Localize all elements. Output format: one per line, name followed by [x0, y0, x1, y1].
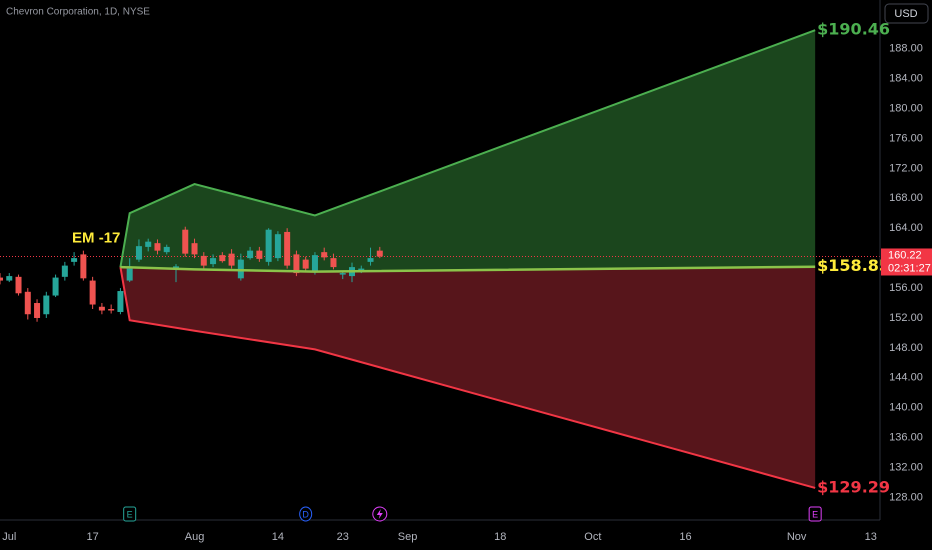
middle-line: [120, 265, 816, 273]
candle-body: [61, 265, 68, 277]
candle-body: [219, 255, 226, 262]
x-tick-label: 13: [865, 531, 877, 543]
candle-body: [173, 266, 179, 269]
candle-body: [98, 306, 105, 311]
candle-body: [34, 303, 41, 318]
candle-body: [117, 291, 124, 312]
candle-body: [367, 258, 374, 262]
candle-body: [339, 273, 346, 275]
band-fill-lower: [120, 266, 816, 488]
y-tick-label: 152.00: [889, 312, 923, 324]
currency-label[interactable]: USD: [894, 8, 917, 20]
y-tick-label: 164.00: [889, 222, 923, 234]
currency-button[interactable]: [884, 3, 929, 24]
event-icon: [299, 506, 313, 522]
candle-body: [6, 276, 13, 281]
candle-body: [24, 291, 31, 315]
candle-body: [330, 258, 337, 268]
candle-body: [358, 268, 365, 271]
y-tick-label: 184.00: [889, 72, 923, 84]
x-tick-label: Jul: [2, 531, 16, 543]
candle-body: [200, 255, 207, 266]
candle-body: [321, 252, 328, 258]
y-tick-label: 176.00: [889, 132, 923, 144]
last-price-label: 160.22: [888, 249, 922, 261]
em-label: EM -17: [72, 230, 120, 247]
candle-body: [274, 234, 281, 259]
last-price-box: [881, 248, 932, 276]
candle-body: [284, 231, 291, 266]
candle-body: [265, 229, 272, 262]
candle-body: [191, 243, 198, 255]
x-tick-label: Nov: [787, 531, 807, 543]
event-icon: [808, 506, 822, 522]
candle-body: [15, 276, 22, 294]
upper-end-label: $190.46: [817, 20, 890, 39]
event-label: D: [302, 509, 309, 519]
candle-body: [311, 255, 318, 272]
x-tick-label: 18: [494, 531, 506, 543]
candle-body: [247, 250, 254, 259]
lower-line: [119, 266, 816, 489]
candle-body: [80, 254, 87, 279]
candle-body: [256, 250, 263, 259]
candle-body: [302, 259, 309, 269]
event-bolt: [376, 509, 383, 519]
candle-body: [0, 277, 3, 281]
x-tick-label: 14: [272, 531, 284, 543]
x-tick-label: 17: [87, 531, 99, 543]
candle-body: [210, 258, 217, 265]
candle-body: [145, 241, 152, 247]
candle-body: [52, 277, 59, 296]
y-tick-label: 172.00: [889, 162, 923, 174]
lower-end-label: $129.29: [817, 477, 890, 496]
candle-body: [163, 246, 170, 253]
y-tick-label: 148.00: [889, 342, 923, 354]
chart-title: Chevron Corporation, 1D, NYSE: [6, 7, 150, 18]
event-label: E: [812, 509, 818, 519]
event-label: E: [127, 509, 133, 519]
y-tick-label: 140.00: [889, 402, 923, 414]
y-tick-label: 132.00: [889, 462, 923, 474]
countdown-label: 02:31:27: [888, 262, 931, 274]
y-tick-label: 136.00: [889, 432, 923, 444]
y-tick-label: 144.00: [889, 372, 923, 384]
upper-line: [119, 29, 816, 268]
x-tick-label: 23: [337, 531, 349, 543]
x-tick-label: Oct: [584, 531, 601, 543]
y-tick-label: 168.00: [889, 192, 923, 204]
candle-body: [293, 254, 300, 274]
candle-body: [376, 250, 383, 257]
event-icon: [123, 506, 137, 522]
band-fill-upper: [120, 30, 816, 272]
y-tick-label: 180.00: [889, 102, 923, 114]
y-tick-label: 188.00: [889, 43, 923, 55]
candle-body: [182, 229, 189, 254]
candle-body: [43, 295, 50, 315]
candle-body: [154, 243, 161, 251]
y-tick-label: 128.00: [889, 491, 923, 503]
middle-end-label: $158.85: [817, 256, 890, 275]
candle-body: [228, 253, 235, 266]
candle-body: [71, 258, 78, 262]
candle-body: [126, 268, 133, 281]
x-tick-label: Sep: [398, 531, 418, 543]
candle-body: [89, 280, 96, 305]
y-tick-label: 156.00: [889, 282, 923, 294]
candle-body: [108, 309, 115, 311]
x-tick-label: Aug: [185, 531, 205, 543]
candle-body: [135, 246, 142, 260]
x-tick-label: 16: [679, 531, 691, 543]
